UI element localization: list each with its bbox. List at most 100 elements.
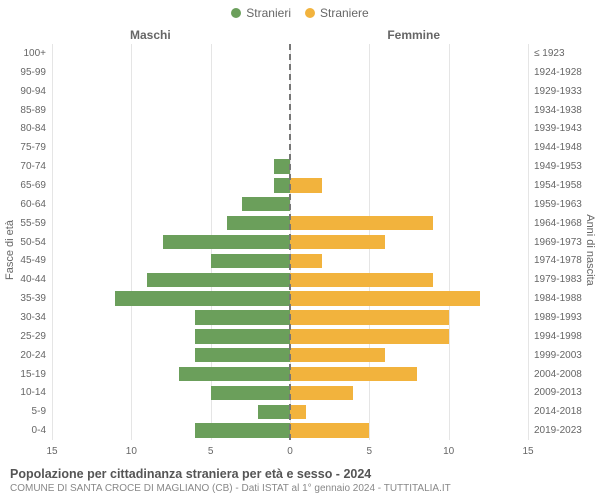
plot-area: 100+≤ 192395-991924-192890-941929-193385… bbox=[52, 44, 528, 440]
female-bar bbox=[290, 216, 433, 230]
male-half bbox=[52, 216, 290, 230]
male-bar bbox=[258, 405, 290, 419]
column-header-female: Femmine bbox=[387, 28, 440, 42]
pyramid-row: 50-541969-1973 bbox=[52, 233, 528, 252]
legend: Stranieri Straniere bbox=[0, 6, 600, 20]
bar-rows: 100+≤ 192395-991924-192890-941929-193385… bbox=[52, 44, 528, 440]
birth-year-label: 1994-1998 bbox=[534, 331, 582, 342]
pyramid-row: 15-192004-2008 bbox=[52, 365, 528, 384]
female-half bbox=[290, 423, 528, 437]
pyramid-row: 10-142009-2013 bbox=[52, 383, 528, 402]
pyramid-row: 80-841939-1943 bbox=[52, 119, 528, 138]
male-half bbox=[52, 197, 290, 211]
legend-label-male: Stranieri bbox=[246, 6, 291, 20]
y-axis-label-right: Anni di nascita bbox=[584, 214, 596, 286]
age-label: 70-74 bbox=[20, 161, 46, 172]
x-tick-label: 15 bbox=[46, 446, 57, 457]
x-tick-label: 5 bbox=[208, 446, 214, 457]
female-half bbox=[290, 141, 528, 155]
birth-year-label: 1999-2003 bbox=[534, 350, 582, 361]
male-half bbox=[52, 423, 290, 437]
female-bar bbox=[290, 405, 306, 419]
pyramid-row: 90-941929-1933 bbox=[52, 82, 528, 101]
male-half bbox=[52, 235, 290, 249]
pyramid-row: 5-92014-2018 bbox=[52, 402, 528, 421]
age-label: 5-9 bbox=[32, 406, 46, 417]
male-half bbox=[52, 254, 290, 268]
pyramid-row: 70-741949-1953 bbox=[52, 157, 528, 176]
female-half bbox=[290, 159, 528, 173]
birth-year-label: 1929-1933 bbox=[534, 86, 582, 97]
age-label: 25-29 bbox=[20, 331, 46, 342]
male-bar bbox=[115, 291, 290, 305]
male-half bbox=[52, 84, 290, 98]
pyramid-row: 85-891934-1938 bbox=[52, 101, 528, 120]
legend-swatch-male bbox=[231, 8, 241, 18]
pyramid-row: 65-691954-1958 bbox=[52, 176, 528, 195]
age-label: 80-84 bbox=[20, 123, 46, 134]
male-bar bbox=[195, 348, 290, 362]
gridline bbox=[528, 44, 529, 440]
x-tick-label: 0 bbox=[287, 446, 293, 457]
pyramid-row: 25-291994-1998 bbox=[52, 327, 528, 346]
age-label: 15-19 bbox=[20, 369, 46, 380]
female-half bbox=[290, 273, 528, 287]
male-bar bbox=[195, 329, 290, 343]
female-half bbox=[290, 216, 528, 230]
female-bar bbox=[290, 254, 322, 268]
female-bar bbox=[290, 386, 353, 400]
birth-year-label: 1979-1983 bbox=[534, 274, 582, 285]
female-bar bbox=[290, 329, 449, 343]
male-bar bbox=[227, 216, 290, 230]
male-half bbox=[52, 367, 290, 381]
age-label: 85-89 bbox=[20, 105, 46, 116]
birth-year-label: 2004-2008 bbox=[534, 369, 582, 380]
female-bar bbox=[290, 291, 480, 305]
legend-label-female: Straniere bbox=[320, 6, 369, 20]
chart-caption: Popolazione per cittadinanza straniera p… bbox=[10, 467, 590, 494]
age-label: 90-94 bbox=[20, 86, 46, 97]
female-half bbox=[290, 254, 528, 268]
male-half bbox=[52, 46, 290, 60]
caption-title: Popolazione per cittadinanza straniera p… bbox=[10, 467, 590, 481]
male-half bbox=[52, 348, 290, 362]
age-label: 30-34 bbox=[20, 312, 46, 323]
female-bar bbox=[290, 367, 417, 381]
y-axis-label-left: Fasce di età bbox=[4, 220, 16, 280]
male-bar bbox=[211, 254, 290, 268]
male-bar bbox=[179, 367, 290, 381]
pyramid-row: 45-491974-1978 bbox=[52, 251, 528, 270]
x-axis-ticks: 15105051015 bbox=[52, 446, 528, 462]
male-half bbox=[52, 386, 290, 400]
x-tick-label: 10 bbox=[126, 446, 137, 457]
birth-year-label: 1949-1953 bbox=[534, 161, 582, 172]
pyramid-row: 75-791944-1948 bbox=[52, 138, 528, 157]
female-bar bbox=[290, 310, 449, 324]
age-label: 35-39 bbox=[20, 293, 46, 304]
pyramid-row: 95-991924-1928 bbox=[52, 63, 528, 82]
pyramid-row: 0-42019-2023 bbox=[52, 421, 528, 440]
female-bar bbox=[290, 423, 369, 437]
female-half bbox=[290, 367, 528, 381]
female-half bbox=[290, 65, 528, 79]
age-label: 75-79 bbox=[20, 142, 46, 153]
pyramid-row: 60-641959-1963 bbox=[52, 195, 528, 214]
age-label: 100+ bbox=[23, 48, 46, 59]
pyramid-row: 35-391984-1988 bbox=[52, 289, 528, 308]
column-header-male: Maschi bbox=[130, 28, 171, 42]
female-half bbox=[290, 122, 528, 136]
male-half bbox=[52, 103, 290, 117]
legend-item-male: Stranieri bbox=[231, 6, 291, 20]
male-bar bbox=[211, 386, 290, 400]
age-label: 50-54 bbox=[20, 237, 46, 248]
female-bar bbox=[290, 273, 433, 287]
age-label: 60-64 bbox=[20, 199, 46, 210]
male-half bbox=[52, 159, 290, 173]
birth-year-label: 1939-1943 bbox=[534, 123, 582, 134]
male-half bbox=[52, 310, 290, 324]
male-half bbox=[52, 405, 290, 419]
male-bar bbox=[274, 178, 290, 192]
pyramid-row: 40-441979-1983 bbox=[52, 270, 528, 289]
male-bar bbox=[274, 159, 290, 173]
x-tick-label: 5 bbox=[367, 446, 373, 457]
